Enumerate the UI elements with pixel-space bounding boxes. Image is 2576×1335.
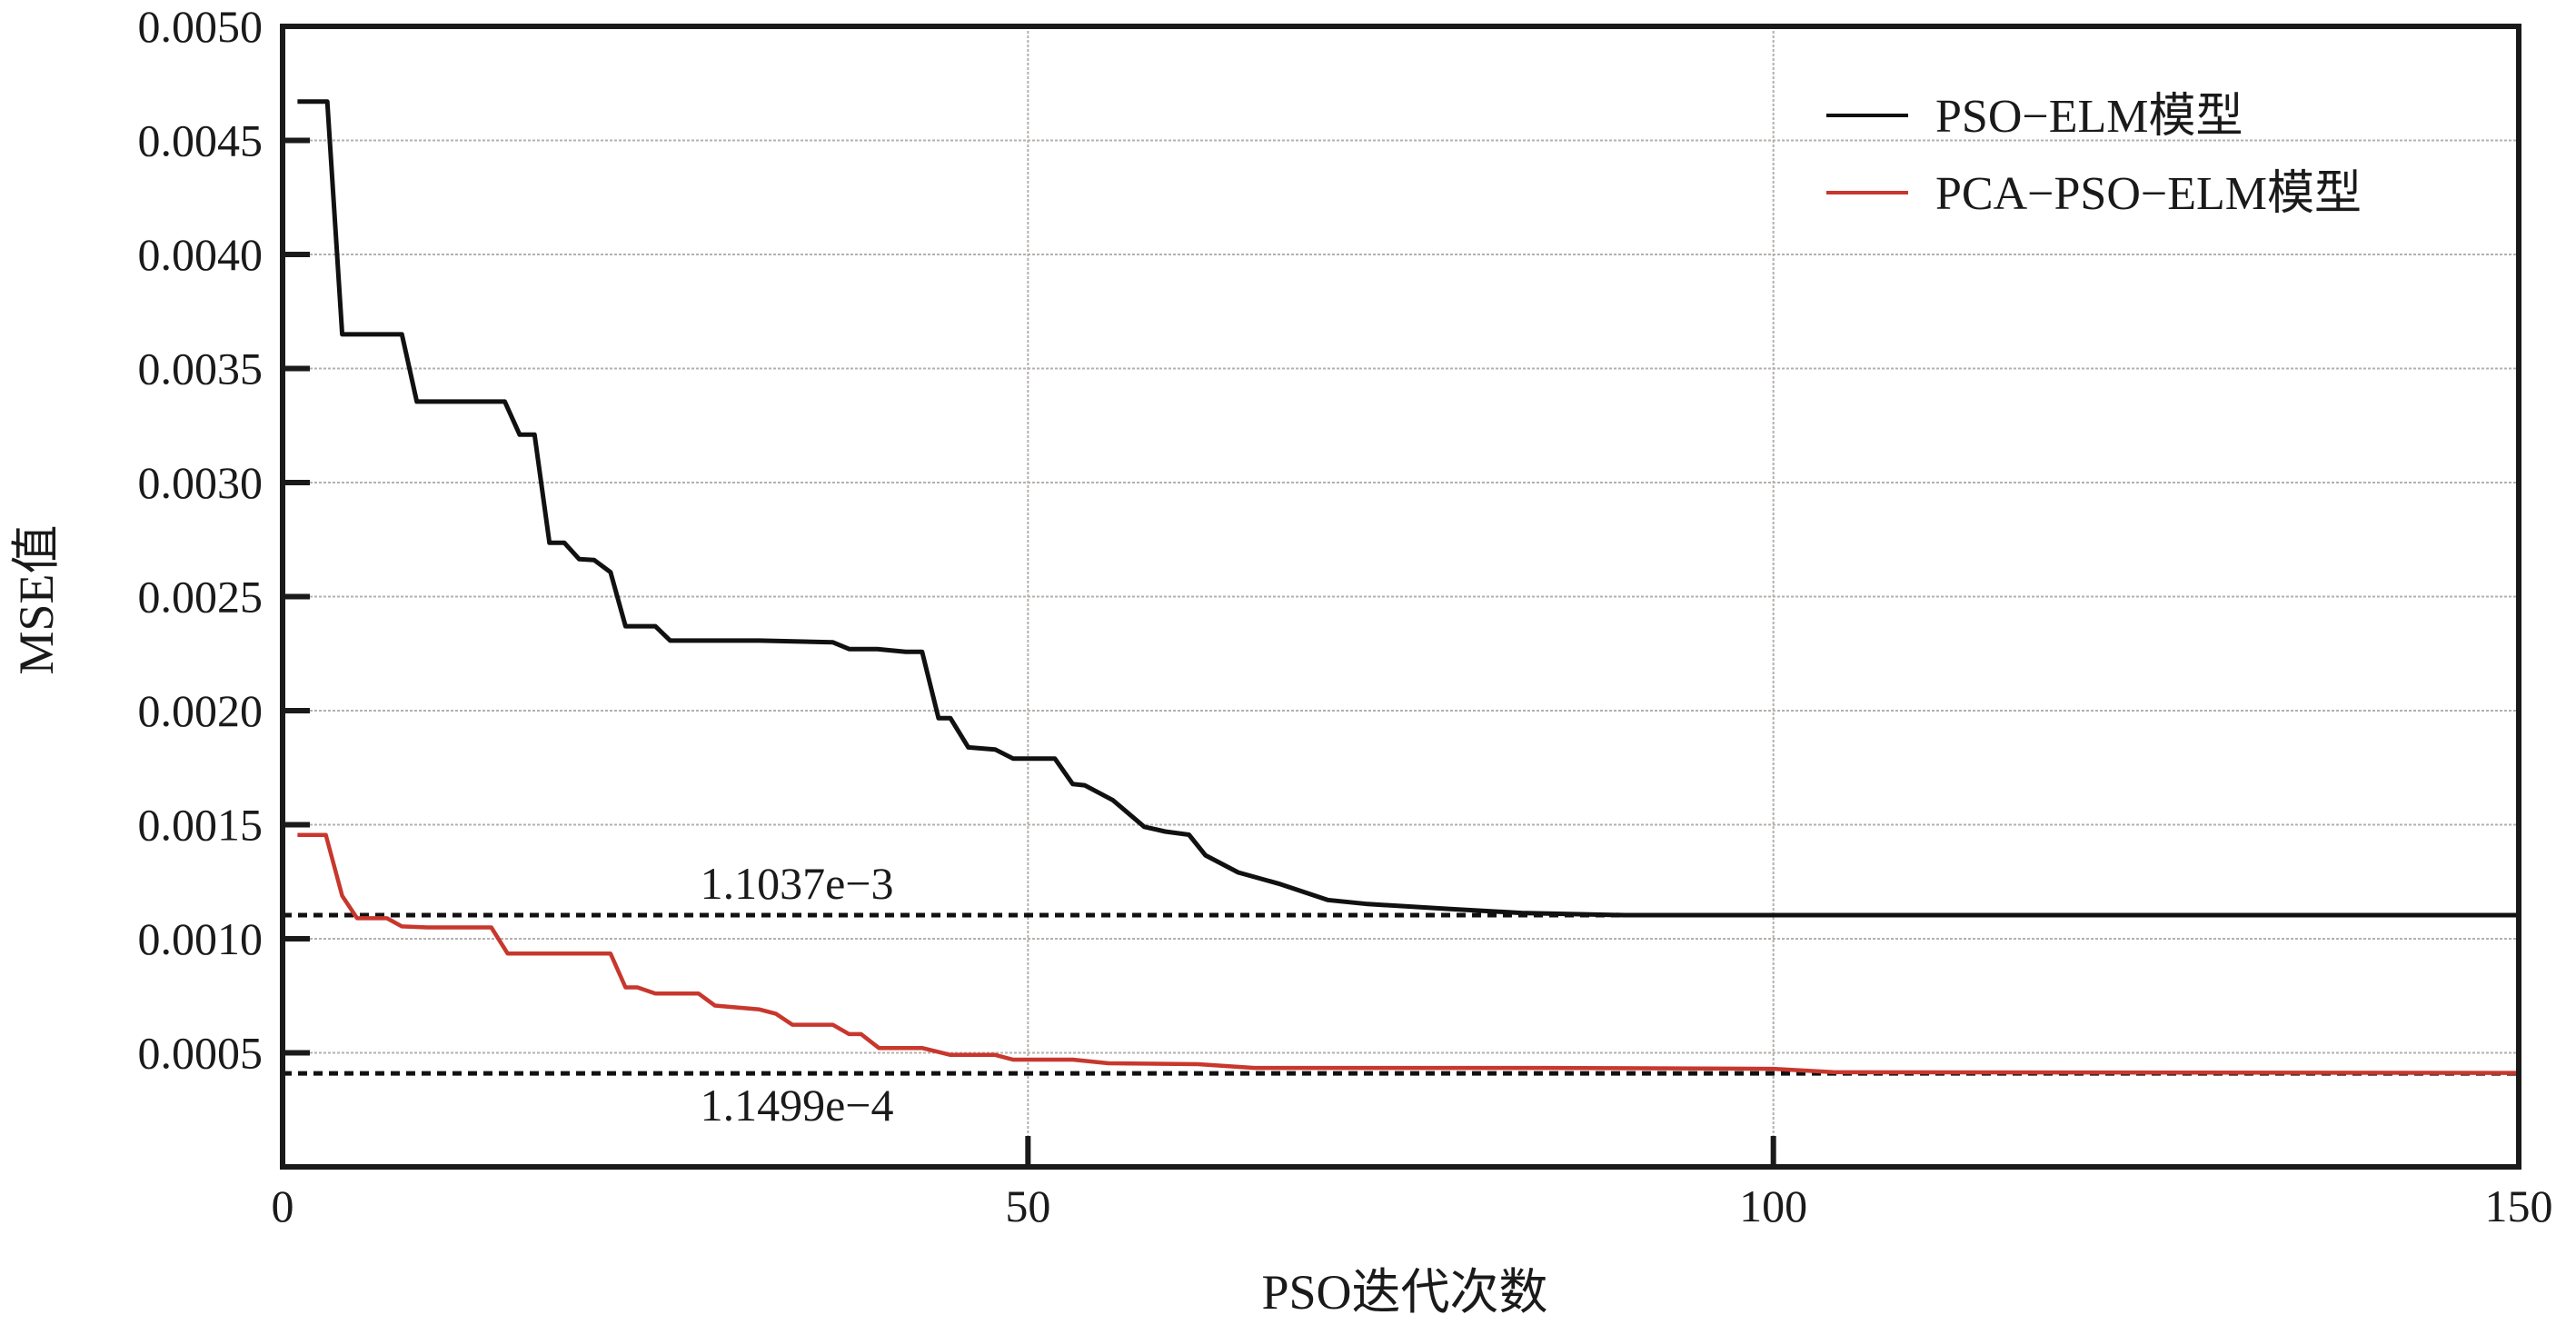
legend-label-pca-pso-elm: PCA−PSO−ELM模型 bbox=[1935, 168, 2362, 220]
x-tick-label: 150 bbox=[2485, 1181, 2553, 1231]
reference-line-label: 1.1037e−3 bbox=[701, 858, 894, 909]
legend: PSO−ELM模型 PCA−PSO−ELM模型 bbox=[1826, 91, 2362, 220]
series-line-pso-elm bbox=[297, 99, 2519, 918]
y-tick-label: 0.0045 bbox=[138, 115, 264, 166]
y-tick-label: 0.0040 bbox=[138, 229, 264, 280]
axis-ticks: 0.0005 0.0010 0.0015 0.0020 0.0025 0.0030 0.00… bbox=[138, 1, 2553, 1231]
legend-label-pso-elm: PSO−ELM模型 bbox=[1935, 91, 2243, 143]
y-tick-label: 0.0035 bbox=[138, 344, 264, 394]
x-tick-label: 50 bbox=[1005, 1181, 1050, 1231]
plot-frame bbox=[280, 24, 2521, 1170]
reference-line-label: 1.1499e−4 bbox=[701, 1080, 894, 1131]
series-lines bbox=[297, 99, 2520, 1075]
y-tick-label: 0.0030 bbox=[138, 457, 264, 508]
y-tick-label: 0.0020 bbox=[138, 685, 264, 736]
series-line-pca-pso-elm bbox=[297, 832, 2520, 1075]
x-tick-label: 0 bbox=[272, 1181, 294, 1231]
y-tick-label: 0.0050 bbox=[138, 1, 264, 52]
x-axis-label: PSO迭代次数 bbox=[1261, 1265, 1547, 1320]
y-tick-label: 0.0005 bbox=[138, 1028, 264, 1079]
y-tick-label: 0.0025 bbox=[138, 572, 264, 623]
y-tick-label: 0.0015 bbox=[138, 800, 264, 851]
reference-lines: 1.1037e−3 1.1499e−4 bbox=[283, 858, 2519, 1131]
y-axis-label: MSE值 bbox=[9, 524, 64, 674]
y-tick-label: 0.0010 bbox=[138, 913, 264, 964]
x-tick-label: 100 bbox=[1739, 1181, 1807, 1231]
grid bbox=[283, 26, 2519, 1167]
